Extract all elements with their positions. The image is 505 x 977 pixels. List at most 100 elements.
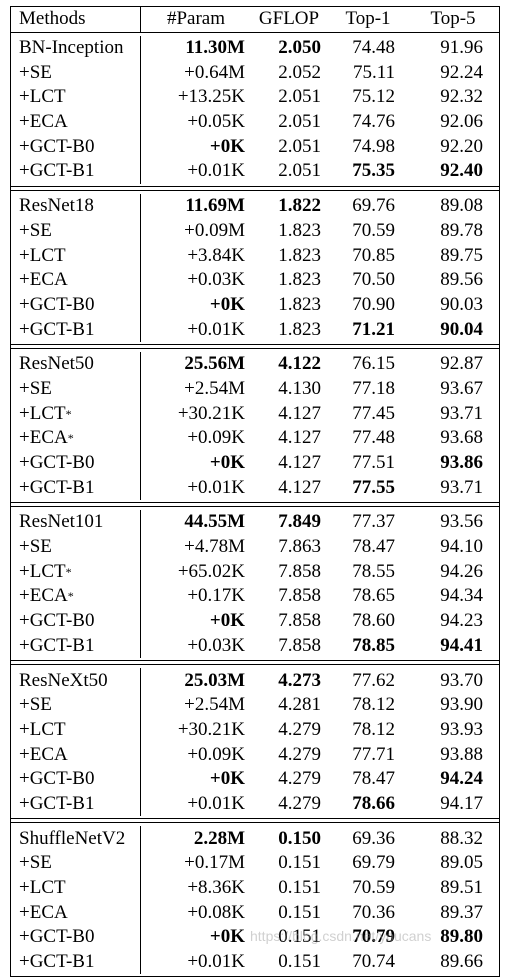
- param-cell-text: +0.08K: [187, 901, 245, 923]
- top1-cell: 75.12: [327, 85, 409, 110]
- top5-cell: 94.26: [409, 559, 497, 584]
- results-table: Methods #Param GFLOP Top-1 Top-5 BN-Ince…: [10, 6, 500, 977]
- top1-cell: 70.50: [327, 268, 409, 293]
- gflop-cell-text: 1.822: [278, 195, 321, 217]
- model-group: ResNet50 25.56M 4.122 76.15 92.87 +SE +2.54M 4.…: [11, 347, 499, 504]
- method-cell: +GCT-B0: [11, 608, 141, 634]
- method-cell: +SE: [11, 60, 141, 86]
- top1-cell-text: 75.12: [352, 86, 395, 108]
- top5-cell: 93.70: [409, 668, 497, 693]
- gflop-cell: 4.127: [251, 401, 327, 426]
- param-cell: +30.21K: [141, 401, 251, 426]
- top1-cell-text: 78.55: [352, 560, 395, 582]
- method-cell: +LCT: [11, 85, 141, 110]
- top5-cell: 92.06: [409, 110, 497, 135]
- header-param: #Param: [166, 8, 226, 30]
- gflop-cell-text: 7.849: [278, 511, 321, 533]
- gflop-cell-text: 1.823: [278, 244, 321, 266]
- table-row: ResNeXt50 25.03M 4.273 77.62 93.70: [11, 668, 499, 693]
- top5-cell-text: 94.24: [440, 768, 483, 790]
- gflop-cell-text: 2.051: [278, 111, 321, 133]
- gflop-cell-text: 1.823: [278, 293, 321, 315]
- method-cell-text: +GCT-B1: [19, 160, 95, 182]
- method-cell: +ECA: [11, 267, 141, 293]
- param-cell: +0.09K: [141, 426, 251, 451]
- model-group: ShuffleNetV2 2.28M 0.150 69.36 88.32 +SE +0.17…: [11, 822, 499, 977]
- top5-cell: 94.17: [409, 792, 497, 817]
- gflop-cell: 7.858: [251, 584, 327, 609]
- method-cell-text: BN-Inception: [19, 37, 124, 59]
- top5-cell-text: 91.96: [440, 37, 483, 59]
- gflop-cell: 0.151: [251, 851, 327, 876]
- top1-cell: 70.36: [327, 900, 409, 925]
- top5-cell: 93.68: [409, 426, 497, 451]
- method-cell-text: +LCT: [19, 244, 66, 266]
- gflop-cell: 2.052: [251, 60, 327, 85]
- gflop-cell: 4.279: [251, 767, 327, 792]
- top1-cell: 77.18: [327, 377, 409, 402]
- method-cell-text: +LCT: [19, 402, 66, 424]
- top1-cell: 78.47: [327, 535, 409, 560]
- table-row: +GCT-B1 +0.01K 1.823 71.21 90.04: [11, 317, 499, 342]
- method-cell-text: +GCT-B0: [19, 135, 95, 157]
- top1-cell: 78.12: [327, 693, 409, 718]
- top1-cell: 77.37: [327, 510, 409, 535]
- top5-cell: 92.40: [409, 159, 497, 184]
- table-row: ShuffleNetV2 2.28M 0.150 69.36 88.32: [11, 826, 499, 851]
- param-cell-text: 2.28M: [193, 827, 245, 849]
- top1-cell-text: 70.85: [352, 244, 395, 266]
- method-cell: BN-Inception: [11, 35, 141, 61]
- table-row: +GCT-B0 +0K 7.858 78.60 94.23: [11, 608, 499, 634]
- table-row: +LCT +13.25K 2.051 75.12 92.32: [11, 85, 499, 110]
- top1-cell: 74.76: [327, 110, 409, 135]
- top1-cell: 70.85: [327, 243, 409, 268]
- method-cell: +LCT: [11, 243, 141, 268]
- top5-cell: 93.67: [409, 377, 497, 402]
- method-cell: +LCT: [11, 875, 141, 901]
- method-cell: +GCT-B0: [11, 450, 141, 476]
- gflop-cell-text: 4.122: [278, 353, 321, 375]
- table-row: +SE +0.17M 0.151 69.79 89.05: [11, 851, 499, 876]
- method-cell-text: +SE: [19, 377, 52, 399]
- param-cell: +0.08K: [141, 900, 251, 925]
- table-row: +ECA +0.09K 4.279 77.71 93.88: [11, 742, 499, 767]
- gflop-cell: 2.051: [251, 159, 327, 184]
- param-cell: 11.69M: [141, 194, 251, 219]
- method-cell-text: +GCT-B0: [19, 926, 95, 948]
- method-cell-text: +SE: [19, 694, 52, 716]
- gflop-cell: 2.050: [251, 36, 327, 61]
- method-cell-text: +LCT: [19, 877, 66, 899]
- param-cell: +0.03K: [141, 634, 251, 659]
- param-cell-text: +0K: [209, 452, 245, 474]
- top5-cell-text: 93.86: [440, 452, 483, 474]
- gflop-cell-text: 7.858: [278, 560, 321, 582]
- top1-cell-text: 78.66: [352, 792, 395, 814]
- method-cell-text: +ECA: [19, 743, 68, 765]
- param-cell-text: +0.64M: [184, 61, 245, 83]
- header-top5: Top-5: [430, 8, 476, 30]
- top1-cell-text: 70.79: [352, 926, 395, 948]
- header-top1: Top-1: [345, 8, 391, 30]
- gflop-cell: 4.279: [251, 718, 327, 743]
- top5-cell-text: 92.06: [440, 111, 483, 133]
- method-cell-text: +GCT-B0: [19, 610, 95, 632]
- method-cell-text: +GCT-B1: [19, 951, 95, 973]
- top1-cell-text: 70.74: [352, 951, 395, 973]
- top1-cell: 74.98: [327, 134, 409, 159]
- table-row: +GCT-B0 +0K 4.279 78.47 94.24: [11, 766, 499, 792]
- method-cell: +LCT *: [11, 401, 141, 426]
- top5-cell-text: 93.71: [440, 402, 483, 424]
- top1-cell: 78.12: [327, 718, 409, 743]
- param-cell-text: +0K: [209, 926, 245, 948]
- top5-cell-text: 94.10: [440, 536, 483, 558]
- method-cell: +GCT-B1: [11, 633, 141, 659]
- top1-cell: 77.48: [327, 426, 409, 451]
- method-cell: +ECA: [11, 900, 141, 926]
- top5-cell-text: 90.04: [440, 318, 483, 340]
- top5-cell-text: 89.08: [440, 195, 483, 217]
- param-cell-text: +0.03K: [187, 634, 245, 656]
- method-cell-text: ResNet101: [19, 511, 104, 533]
- gflop-cell: 4.127: [251, 475, 327, 500]
- gflop-cell-text: 4.127: [278, 402, 321, 424]
- param-cell-text: +0.01K: [187, 160, 245, 182]
